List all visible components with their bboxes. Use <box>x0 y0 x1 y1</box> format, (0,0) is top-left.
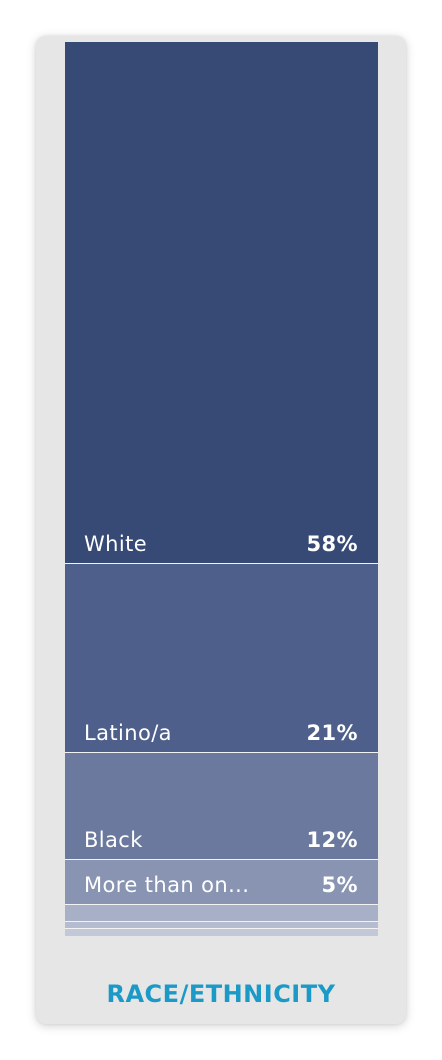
segment-value: 21% <box>306 720 358 745</box>
chart-title: RACE/ETHNICITY <box>106 980 336 1008</box>
segment-label: White <box>84 531 148 556</box>
bar-segment-latino-a: Latino/a 21% <box>65 563 378 753</box>
segment-value: 12% <box>306 828 358 853</box>
bar-segment-other-6 <box>65 928 378 936</box>
bar-segment-more-than-on: More than on... 5% <box>65 860 378 906</box>
bar-segment-white: White 58% <box>65 42 378 564</box>
bar-segment-other-5 <box>65 921 378 929</box>
segment-label: Black <box>84 828 143 853</box>
segment-label: More than on... <box>84 873 250 898</box>
segment-label: Latino/a <box>84 720 172 745</box>
bar-segment-black: Black 12% <box>65 752 378 861</box>
stacked-bar: White 58% Latino/a 21% Black 12% More than on.… <box>65 42 378 936</box>
segment-value: 58% <box>306 531 358 556</box>
bar-segment-other-4 <box>65 905 378 922</box>
chart-card: White 58% Latino/a 21% Black 12% More than on.… <box>36 36 406 1024</box>
segment-value: 5% <box>321 873 358 898</box>
